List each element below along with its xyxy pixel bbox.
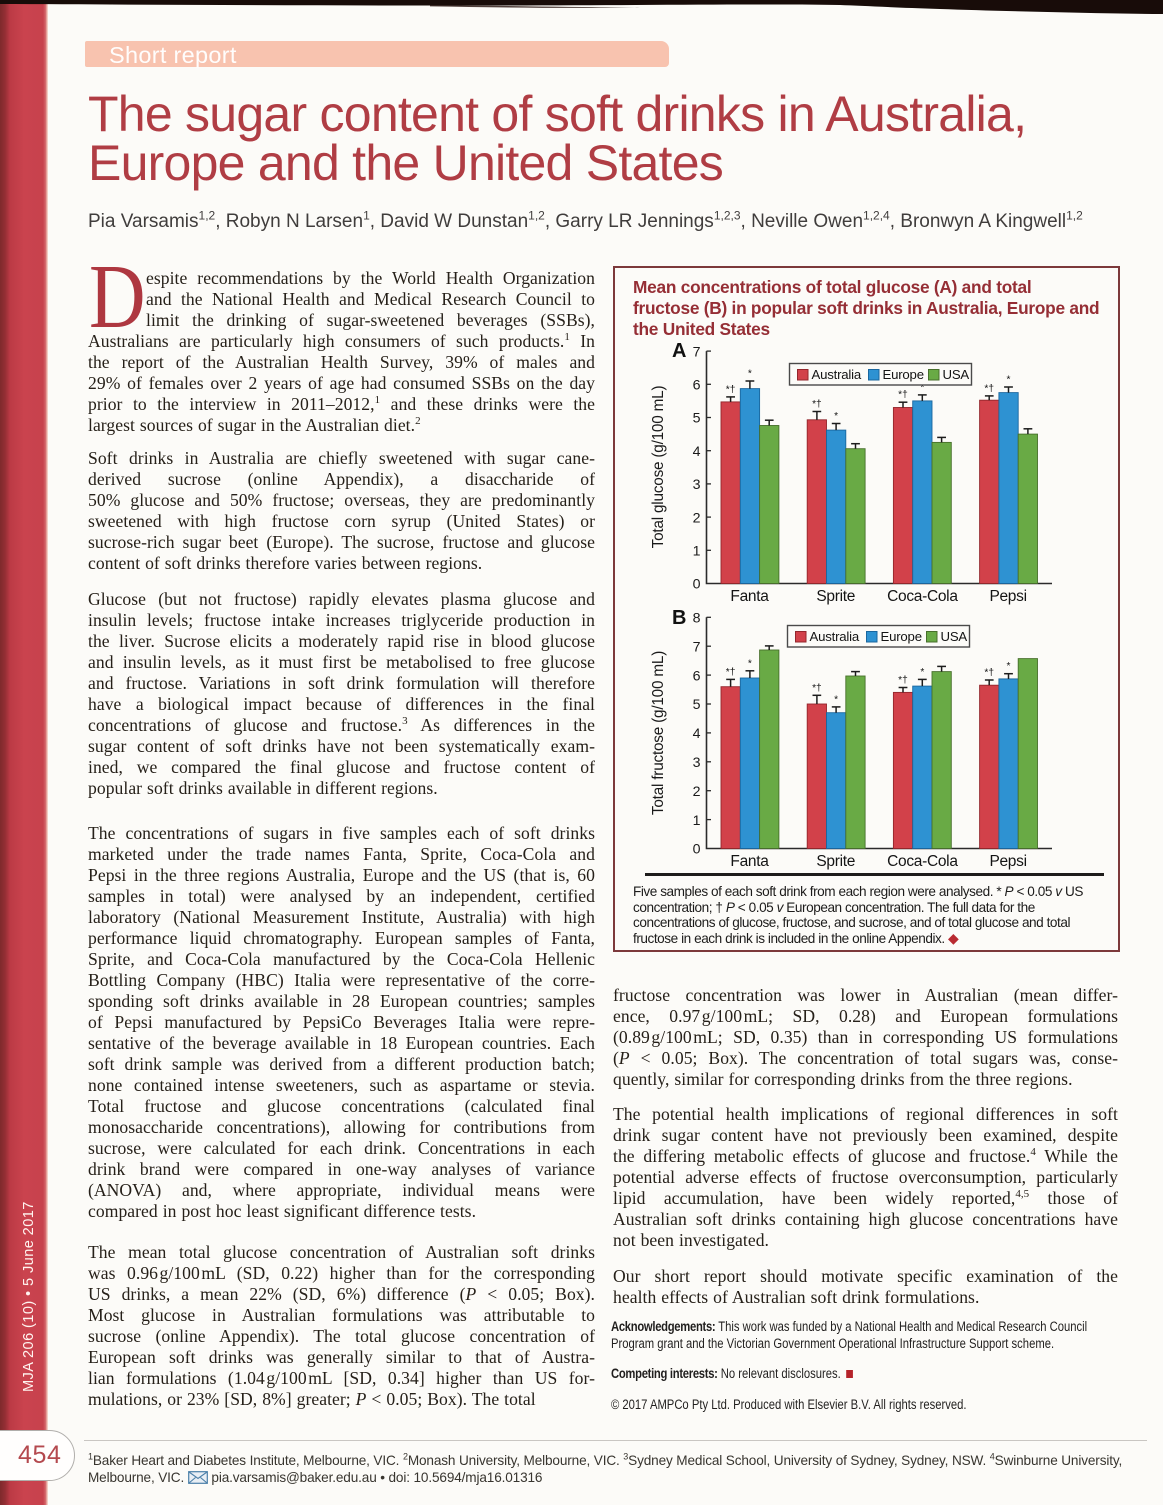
svg-text:*†: *† [812,683,822,694]
svg-text:Coca-Cola: Coca-Cola [887,588,958,605]
svg-text:Fanta: Fanta [730,853,769,870]
svg-text:*: * [1007,661,1011,672]
svg-text:*†: *† [898,675,908,686]
svg-text:*†: *† [984,383,994,394]
svg-text:Fanta: Fanta [730,588,769,605]
svg-text:*: * [1007,375,1011,386]
svg-text:*: * [834,694,838,705]
svg-text:*: * [920,382,924,393]
svg-text:Total glucose (g/100 mL): Total glucose (g/100 mL) [650,386,667,549]
svg-text:0: 0 [693,577,701,593]
svg-text:1: 1 [693,813,701,829]
svg-text:Total fructose (g/100 mL): Total fructose (g/100 mL) [650,651,667,815]
svg-text:Coca-Cola: Coca-Cola [887,853,958,870]
svg-text:*†: *† [898,390,908,401]
svg-text:Sprite: Sprite [816,588,855,605]
svg-text:Europe: Europe [883,367,924,382]
svg-text:4: 4 [693,444,701,460]
svg-text:*: * [748,658,752,669]
svg-text:8: 8 [693,611,701,627]
svg-text:7: 7 [693,344,701,360]
svg-text:USA: USA [943,367,970,382]
svg-text:4: 4 [693,726,701,742]
svg-text:A: A [672,340,686,362]
svg-text:0: 0 [693,842,701,858]
svg-text:Pepsi: Pepsi [989,853,1026,870]
svg-text:*†: *† [726,384,736,395]
svg-text:3: 3 [693,755,701,771]
svg-text:Australia: Australia [810,629,860,644]
svg-text:2: 2 [693,784,701,800]
svg-text:*†: *† [812,399,822,410]
svg-text:6: 6 [693,668,701,684]
svg-text:B: B [672,607,686,629]
svg-text:2: 2 [693,510,701,526]
svg-text:USA: USA [941,629,968,644]
svg-text:*: * [748,369,752,380]
svg-text:Pepsi: Pepsi [989,588,1026,605]
svg-text:6: 6 [693,378,701,394]
svg-text:7: 7 [693,639,701,655]
svg-text:*†: *† [984,668,994,679]
svg-text:Europe: Europe [881,629,922,644]
svg-text:*†: *† [726,667,736,678]
svg-text:*: * [834,411,838,422]
svg-text:Sprite: Sprite [816,853,855,870]
svg-text:5: 5 [693,411,701,427]
svg-text:3: 3 [693,477,701,493]
svg-text:5: 5 [693,697,701,713]
svg-text:*: * [920,667,924,678]
svg-text:1: 1 [693,544,701,560]
svg-text:Australia: Australia [812,367,862,382]
